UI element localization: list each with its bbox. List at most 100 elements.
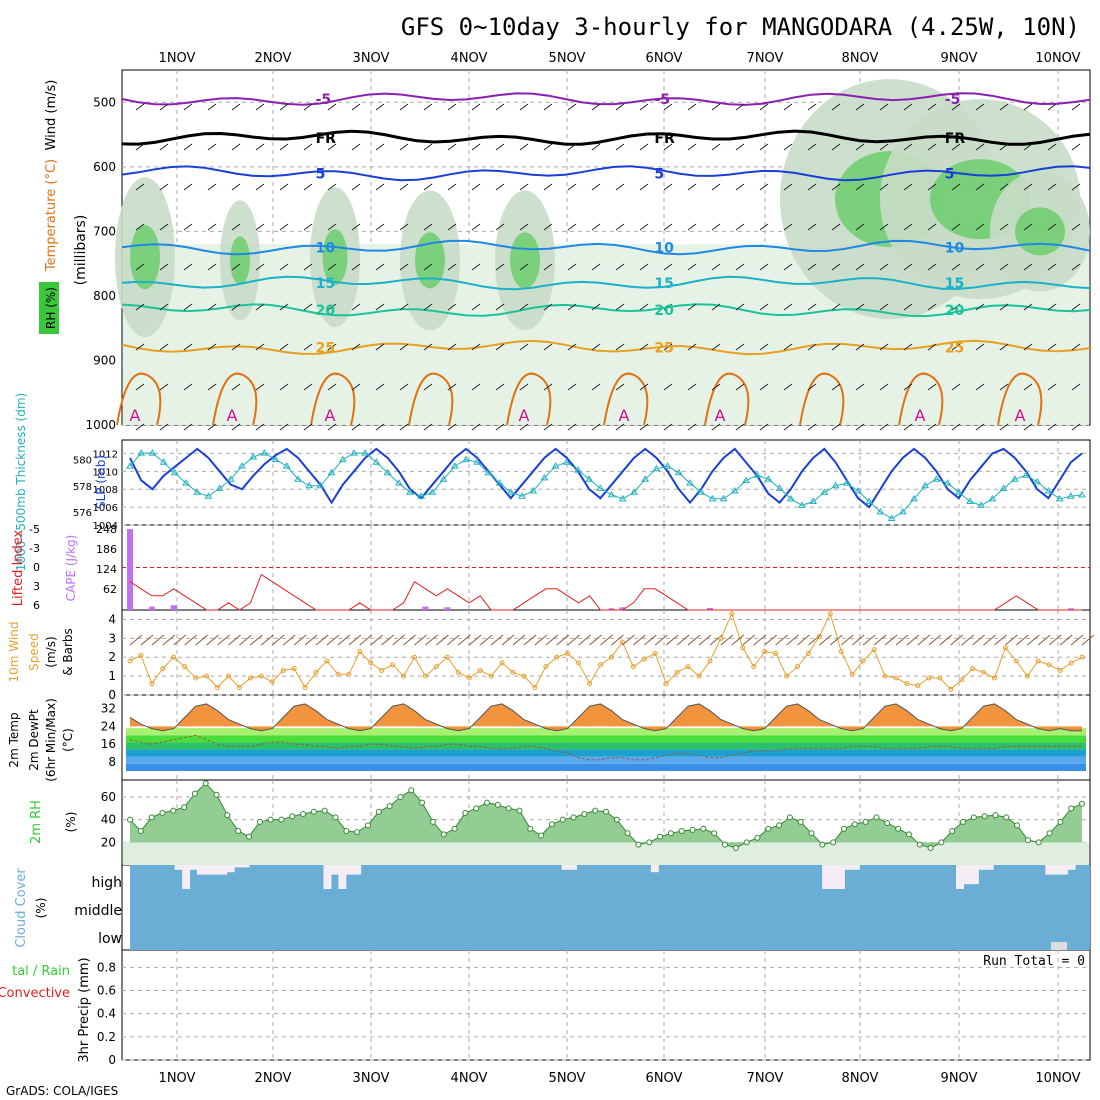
rh-point bbox=[808, 830, 815, 837]
wind-speed-point bbox=[904, 681, 910, 687]
wind-barb bbox=[879, 303, 889, 311]
thickness-marker bbox=[238, 462, 246, 469]
wind-barb bbox=[1047, 343, 1057, 351]
labels-layer: 1NOV 1NOV 2NOV 2NOV 3NOV 3NOV 4NOV 4NOV 5NOV 5NOV… bbox=[0, 51, 1085, 1086]
wind-barb bbox=[471, 143, 481, 151]
thickness-marker bbox=[898, 507, 907, 515]
wind-barb bbox=[159, 263, 169, 271]
rh-point bbox=[397, 794, 404, 800]
wind-barb bbox=[303, 223, 313, 231]
slp-tick: 1004 bbox=[93, 521, 118, 532]
wind-barb bbox=[1047, 223, 1057, 231]
wind-barb-10m bbox=[403, 634, 416, 646]
wind-barb-10m bbox=[1070, 634, 1084, 646]
ylabel-temp2m: 2m Temp bbox=[7, 712, 21, 767]
rh-point bbox=[1024, 837, 1031, 844]
temp-line bbox=[129, 703, 1082, 732]
wind-barb-10m bbox=[468, 634, 482, 646]
wind-barb bbox=[303, 143, 313, 151]
wind-barb bbox=[1071, 143, 1081, 151]
thickness-marker bbox=[596, 484, 605, 491]
wind-barb bbox=[759, 423, 769, 431]
wind-barb bbox=[951, 223, 961, 231]
thickness-marker bbox=[182, 479, 190, 486]
wind-tick: 3 bbox=[108, 631, 116, 645]
wind-barb bbox=[567, 143, 577, 151]
wind-barb bbox=[423, 383, 433, 391]
wind-barb bbox=[303, 183, 313, 191]
temp-loop bbox=[704, 372, 750, 426]
wind-barb-10m bbox=[1026, 634, 1040, 646]
wind-barb bbox=[807, 383, 817, 391]
temp-contour-label: 10 bbox=[654, 241, 674, 257]
wind-barb bbox=[1047, 383, 1057, 391]
slp-tick: 1010 bbox=[93, 467, 118, 478]
thickness-marker bbox=[854, 487, 862, 494]
wind-barb bbox=[591, 103, 601, 111]
wind-barb bbox=[231, 423, 241, 431]
wind-barb-10m bbox=[140, 634, 154, 646]
thickness-marker bbox=[518, 492, 526, 499]
rh-point bbox=[559, 816, 566, 823]
wind-barb bbox=[399, 383, 409, 391]
cloud-high-bar bbox=[219, 865, 228, 875]
thickness-marker bbox=[764, 475, 773, 482]
temp-contour-FR bbox=[121, 129, 1091, 146]
wind-barb bbox=[183, 303, 193, 311]
wind-barb bbox=[639, 183, 649, 191]
wind-speed-point bbox=[433, 664, 439, 670]
wind-barb-10m bbox=[917, 634, 931, 646]
wind-speed-line bbox=[129, 612, 1083, 690]
wind-speed-point bbox=[991, 675, 997, 681]
wind-barb bbox=[807, 303, 817, 311]
wind-barb-10m bbox=[895, 634, 909, 646]
temp-contour-5 bbox=[121, 165, 1091, 182]
ylabel-thickness: 1000~500mb Thickness (dm) bbox=[14, 393, 28, 571]
wind-barb bbox=[303, 423, 313, 431]
wind-barb bbox=[975, 183, 985, 191]
wind-barb bbox=[879, 343, 889, 351]
wind-barb bbox=[447, 263, 457, 271]
wind-barb bbox=[1047, 303, 1057, 311]
wind-barb bbox=[303, 103, 313, 111]
rh-point bbox=[700, 825, 707, 832]
thickness-marker bbox=[786, 494, 795, 502]
cloud-high-bar bbox=[211, 865, 220, 875]
temp-contour--5 bbox=[121, 92, 1091, 106]
wind-speed-point bbox=[685, 664, 691, 670]
rh-point bbox=[289, 813, 296, 820]
wind-barb bbox=[183, 343, 193, 351]
wind-barb bbox=[615, 263, 625, 271]
temp-band bbox=[126, 742, 1086, 750]
wind-speed-point bbox=[291, 666, 297, 672]
wind-barb bbox=[783, 343, 793, 351]
thickness-marker bbox=[954, 488, 963, 495]
wind-speed-point bbox=[641, 656, 647, 662]
cape-tick: 186 bbox=[96, 543, 117, 556]
thickness-marker bbox=[506, 488, 515, 495]
rh-point bbox=[451, 825, 458, 832]
rh-point bbox=[765, 825, 772, 832]
thickness-marker bbox=[462, 455, 470, 463]
wind-barb bbox=[639, 383, 649, 391]
wind-tick: 0 bbox=[108, 688, 116, 702]
wind-barb bbox=[495, 423, 505, 431]
wind-barb bbox=[447, 223, 457, 231]
cloud-high-bar bbox=[345, 865, 354, 875]
wind-speed-point bbox=[970, 666, 976, 672]
wind-speed-point bbox=[959, 677, 965, 683]
thickness-marker bbox=[551, 462, 560, 469]
temp-contour-15 bbox=[121, 275, 1091, 291]
wind-barb bbox=[423, 143, 433, 151]
wind-barb bbox=[375, 423, 385, 431]
wind-barb bbox=[903, 183, 913, 191]
wind-speed-point bbox=[1024, 673, 1030, 679]
thickness-marker bbox=[260, 449, 269, 456]
wind-speed-point bbox=[893, 675, 899, 681]
wind-barb bbox=[831, 223, 841, 231]
temp-tick: 16 bbox=[101, 737, 116, 751]
thickness-marker bbox=[1010, 475, 1019, 482]
cape-bar bbox=[170, 605, 177, 610]
wind-barb bbox=[711, 423, 721, 431]
wind-barb bbox=[927, 103, 937, 111]
